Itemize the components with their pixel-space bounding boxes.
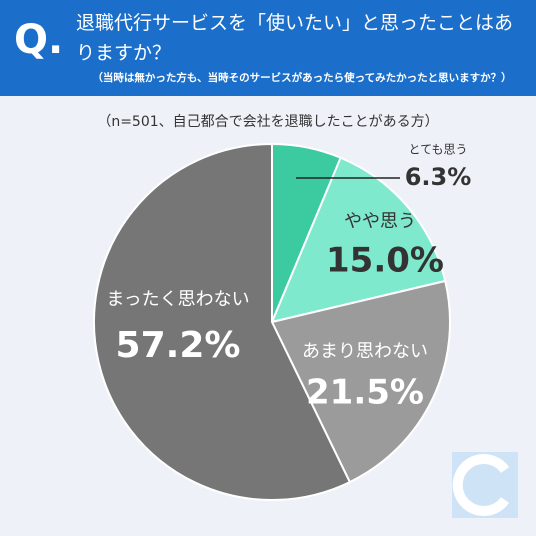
pie-slice — [270, 279, 451, 484]
value-label: 15.0% — [326, 241, 444, 281]
pie-slice — [270, 156, 447, 324]
slice-label: とても思う — [408, 143, 467, 157]
chart-subtitle: （当時は無かった方も、当時そのサービスがあったら使ってみたかったと思いますか？） — [92, 71, 511, 84]
header — [0, 0, 536, 96]
value-label: 21.5% — [306, 373, 424, 413]
chart-note: （n=501、自己都合で会社を退職したことがある方） — [97, 114, 438, 130]
logo — [452, 452, 518, 518]
slice-label: やや思う — [344, 211, 416, 232]
logo-c — [452, 454, 510, 516]
slice-label: あまり思わない — [302, 341, 428, 362]
chart-title: 退職代行サービスを「使いたい」と思ったことはありますか？ — [76, 12, 514, 64]
pie-slice — [93, 142, 352, 501]
q-mark: Q. — [14, 17, 63, 63]
value-label: 57.2% — [116, 325, 241, 366]
slice-label: まったく思わない — [106, 289, 249, 310]
value-label: 6.3% — [405, 163, 472, 191]
title-box: 退職代行サービスを「使いたい」と思ったことはありますか？ — [76, 12, 514, 64]
